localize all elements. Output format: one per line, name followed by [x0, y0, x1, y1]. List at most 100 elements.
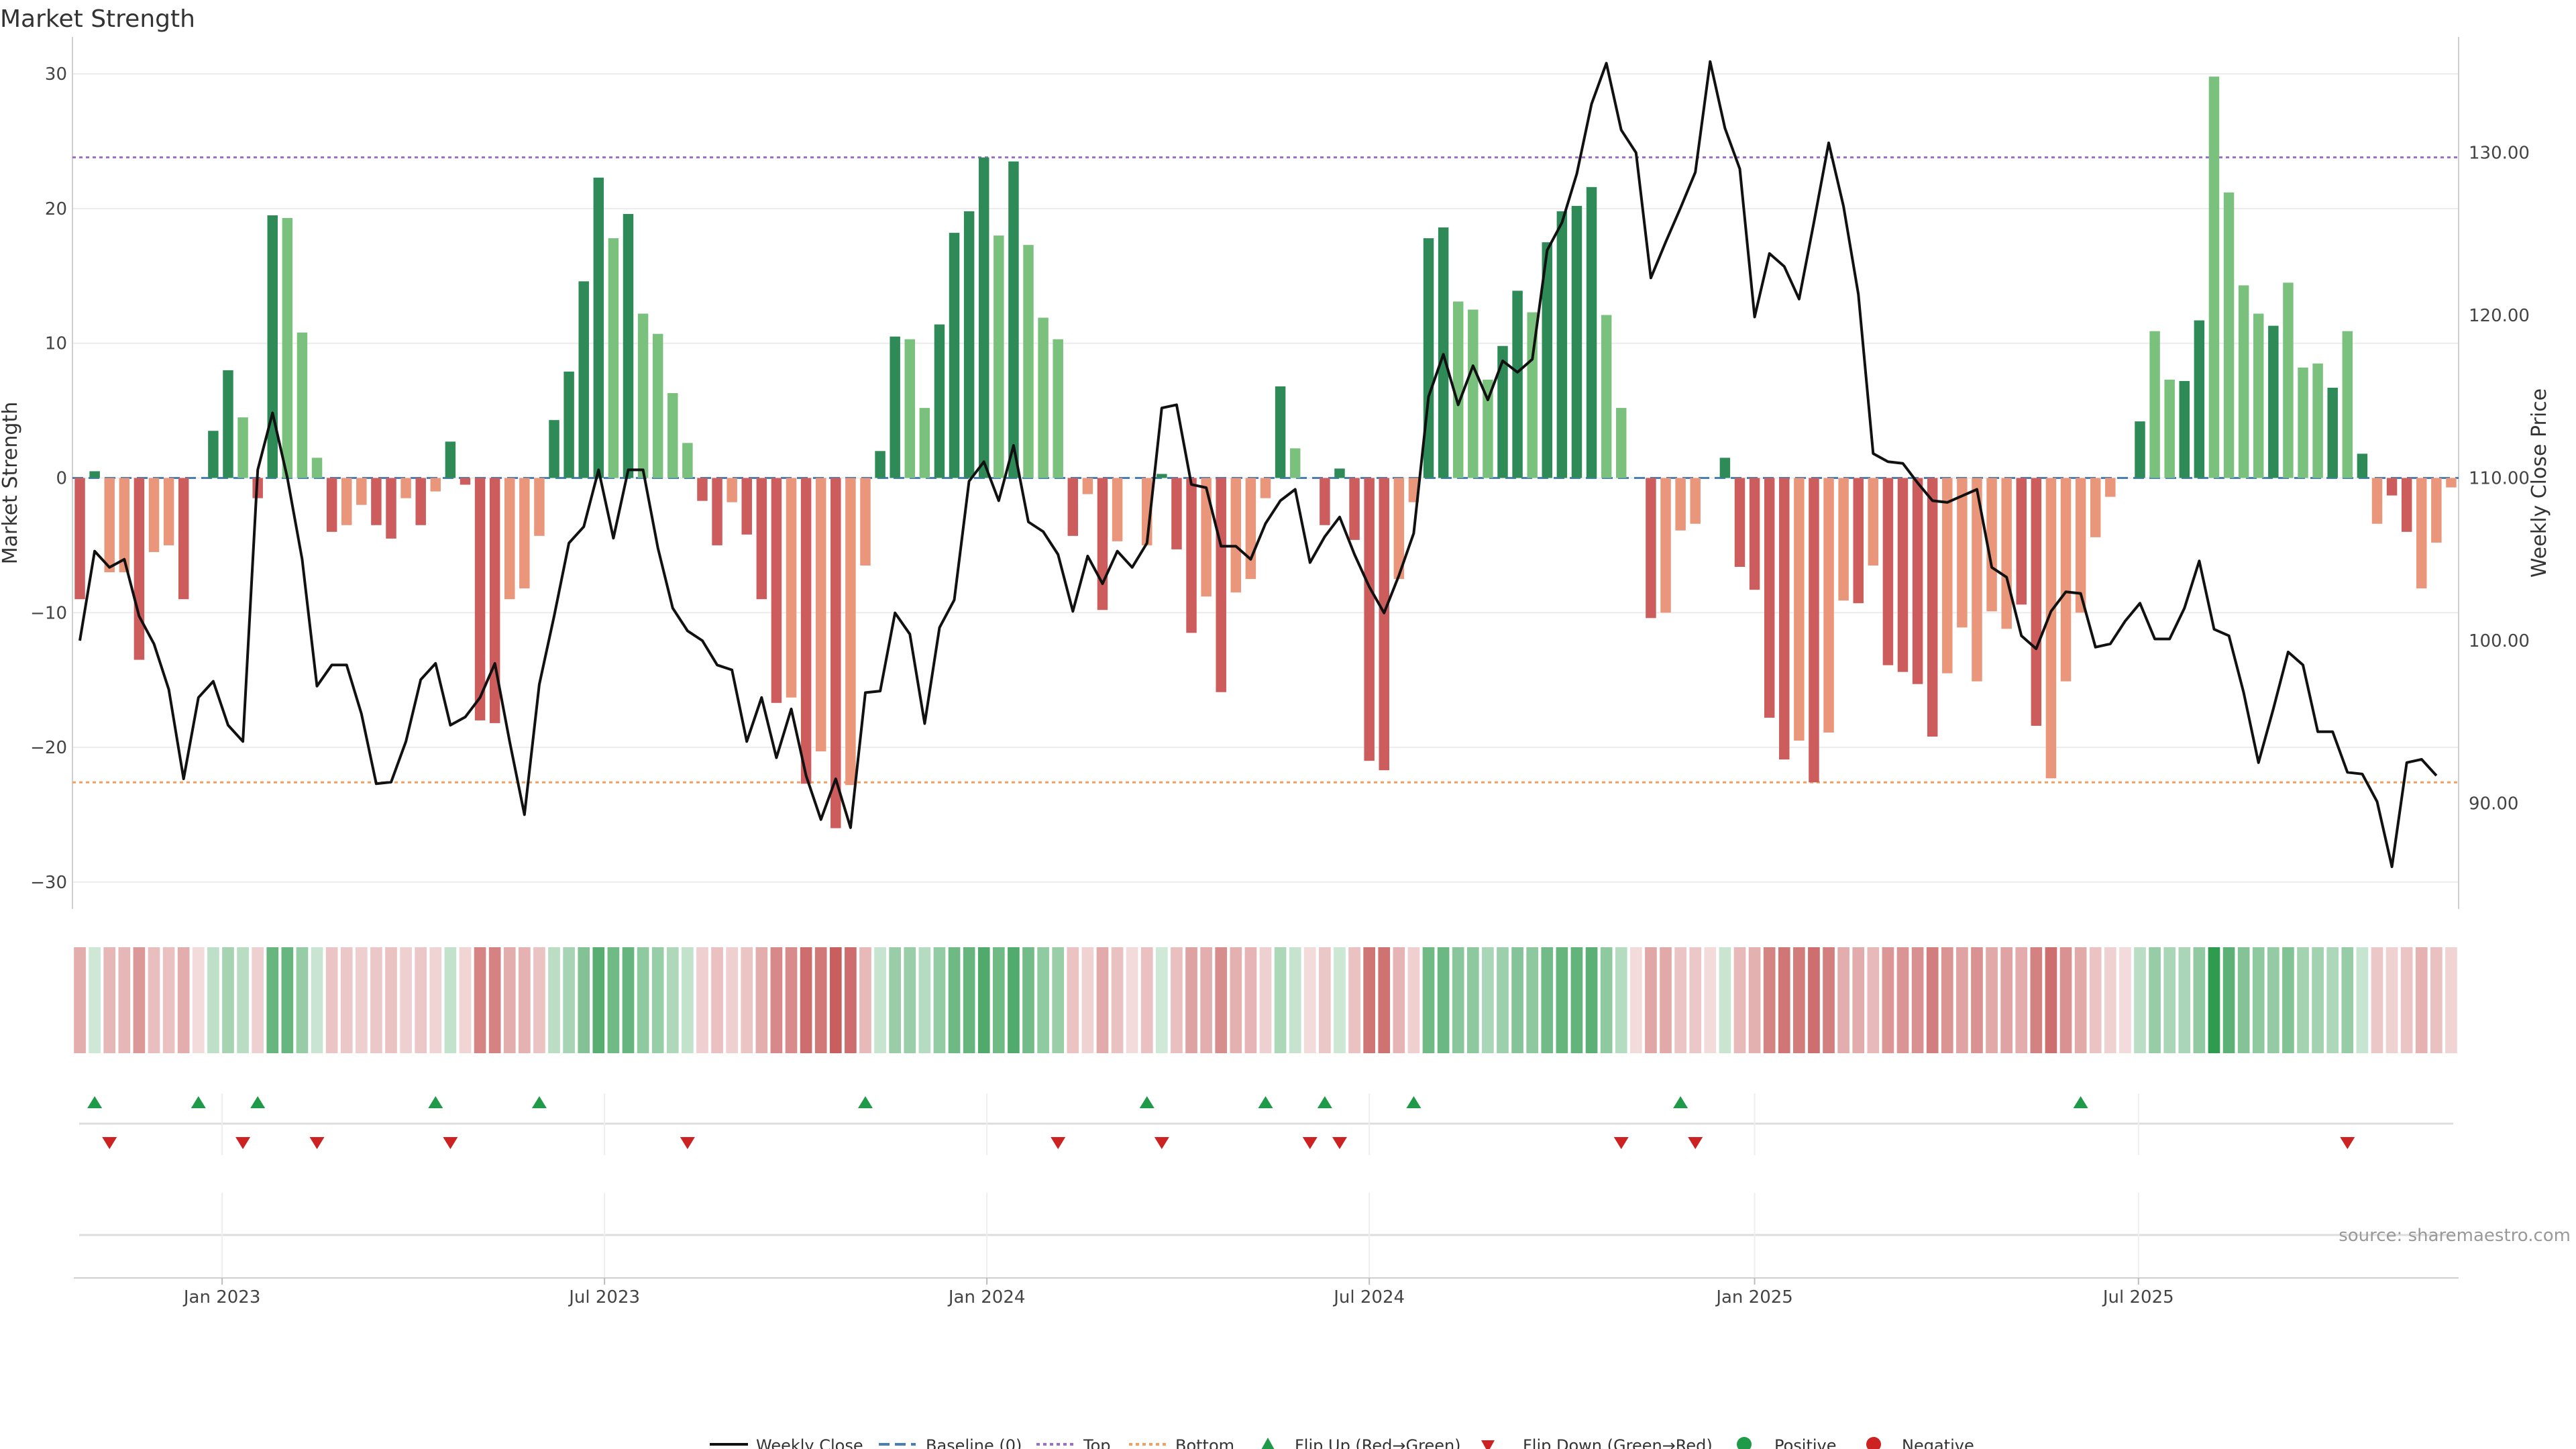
- heat-cell: [741, 947, 753, 1053]
- heat-cell: [711, 947, 723, 1053]
- left-tick-label: −30: [30, 873, 67, 893]
- heat-cell: [2134, 947, 2146, 1053]
- strength-bar: [1527, 312, 1538, 478]
- strength-bar: [2135, 421, 2145, 478]
- strength-bar: [963, 211, 975, 478]
- flip-down-markers: [102, 1137, 2355, 1149]
- heat-cell: [977, 947, 990, 1053]
- heat-cell: [1911, 947, 1924, 1053]
- strength-bar: [2060, 478, 2072, 682]
- left-tick-label: −10: [30, 603, 67, 623]
- flip-up-marker: [1139, 1096, 1155, 1108]
- strength-bar: [1438, 227, 1449, 478]
- heat-cell: [2326, 947, 2339, 1053]
- x-tick-label: Jul 2025: [2102, 1287, 2174, 1307]
- heat-cell: [89, 947, 101, 1053]
- strength-bar: [2090, 478, 2101, 537]
- flip-down-marker: [1688, 1137, 1703, 1149]
- heat-cell: [311, 947, 323, 1053]
- strength-bar: [1393, 478, 1405, 580]
- strength-bar: [593, 177, 604, 478]
- left-tick-label: 10: [45, 334, 67, 354]
- left-tick-label: −20: [30, 738, 67, 758]
- strength-bar: [2253, 313, 2264, 478]
- heat-cell: [1140, 947, 1153, 1053]
- strength-bar: [1097, 478, 1108, 610]
- heat-cell: [1482, 947, 1494, 1053]
- weekly-close-line: [78, 60, 2438, 868]
- strength-bar: [1497, 345, 1508, 478]
- strength-bar: [2075, 478, 2086, 613]
- heat-cell: [370, 947, 382, 1053]
- heat-cell: [2371, 947, 2383, 1053]
- strength-bar: [578, 281, 589, 478]
- heat-cell: [519, 947, 531, 1053]
- strength-bar: [2446, 478, 2457, 488]
- flip-down-marker: [443, 1137, 458, 1149]
- strength-bar: [1927, 478, 1938, 737]
- strength-bar: [2401, 478, 2412, 532]
- heat-cell: [1067, 947, 1079, 1053]
- heat-cell: [2430, 947, 2443, 1053]
- heat-cell: [1022, 947, 1034, 1053]
- heat-cell: [2385, 947, 2398, 1053]
- strength-bar: [371, 478, 382, 525]
- heat-cell: [948, 947, 961, 1053]
- strength-bar: [2031, 478, 2042, 726]
- heat-cell: [933, 947, 946, 1053]
- heat-cell: [2222, 947, 2235, 1053]
- strength-bar: [2386, 478, 2398, 496]
- strength-bar: [2357, 453, 2368, 478]
- heat-cell: [992, 947, 1005, 1053]
- x-axis-ticks: Jan 2023 Jul 2023 Jan 2024 Jul 2024 Jan 2025…: [182, 1278, 2174, 1307]
- strength-bar: [2312, 363, 2323, 478]
- x-tick-label: Jan 2025: [1715, 1287, 1793, 1307]
- heat-cell: [1882, 947, 1894, 1053]
- heat-cell: [1052, 947, 1065, 1053]
- heat-cell: [2252, 947, 2265, 1053]
- strength-bar: [904, 339, 915, 478]
- strength-bar: [119, 478, 130, 573]
- strength-bar: [430, 478, 441, 492]
- strength-bar: [830, 478, 841, 828]
- strength-bar: [1171, 478, 1182, 549]
- heat-cell: [1363, 947, 1375, 1053]
- strength-bar: [771, 478, 782, 703]
- strength-bar: [1616, 408, 1627, 478]
- strength-bar: [223, 370, 233, 478]
- strength-bar: [2164, 379, 2175, 478]
- strength-bar: [1868, 478, 1879, 566]
- heat-cell: [874, 947, 886, 1053]
- strength-bar: [800, 478, 812, 784]
- strength-bar: [297, 332, 308, 478]
- heat-cell: [400, 947, 412, 1053]
- heat-cell: [355, 947, 368, 1053]
- heat-cell: [74, 947, 86, 1053]
- heat-cell: [651, 947, 664, 1053]
- strength-bar: [1660, 478, 1671, 613]
- strength-bar: [1882, 478, 1894, 665]
- strength-bar: [2208, 76, 2220, 478]
- heat-cell: [148, 947, 160, 1053]
- flip-panel: [79, 1093, 2453, 1155]
- heat-cell: [1111, 947, 1124, 1053]
- strength-bar: [460, 478, 471, 485]
- heat-cell: [904, 947, 916, 1053]
- heat-cell: [1629, 947, 1642, 1053]
- heat-cell: [1407, 947, 1420, 1053]
- heat-cell: [682, 947, 694, 1053]
- strength-bar: [504, 478, 515, 600]
- strength-bar: [89, 471, 100, 478]
- flip-up-marker: [87, 1096, 103, 1108]
- strength-bar: [1586, 186, 1597, 478]
- heat-cell: [889, 947, 902, 1053]
- heat-cell: [1037, 947, 1049, 1053]
- strength-bar: [1408, 478, 1419, 502]
- x-tick-label: Jul 2023: [568, 1287, 640, 1307]
- heat-cell: [1334, 947, 1346, 1053]
- legend-negative-swatch: [1866, 1437, 1881, 1449]
- heat-cell: [1511, 947, 1523, 1053]
- flip-down-marker: [1154, 1137, 1169, 1149]
- strength-bar: [1823, 478, 1834, 733]
- strength-bar: [341, 478, 352, 525]
